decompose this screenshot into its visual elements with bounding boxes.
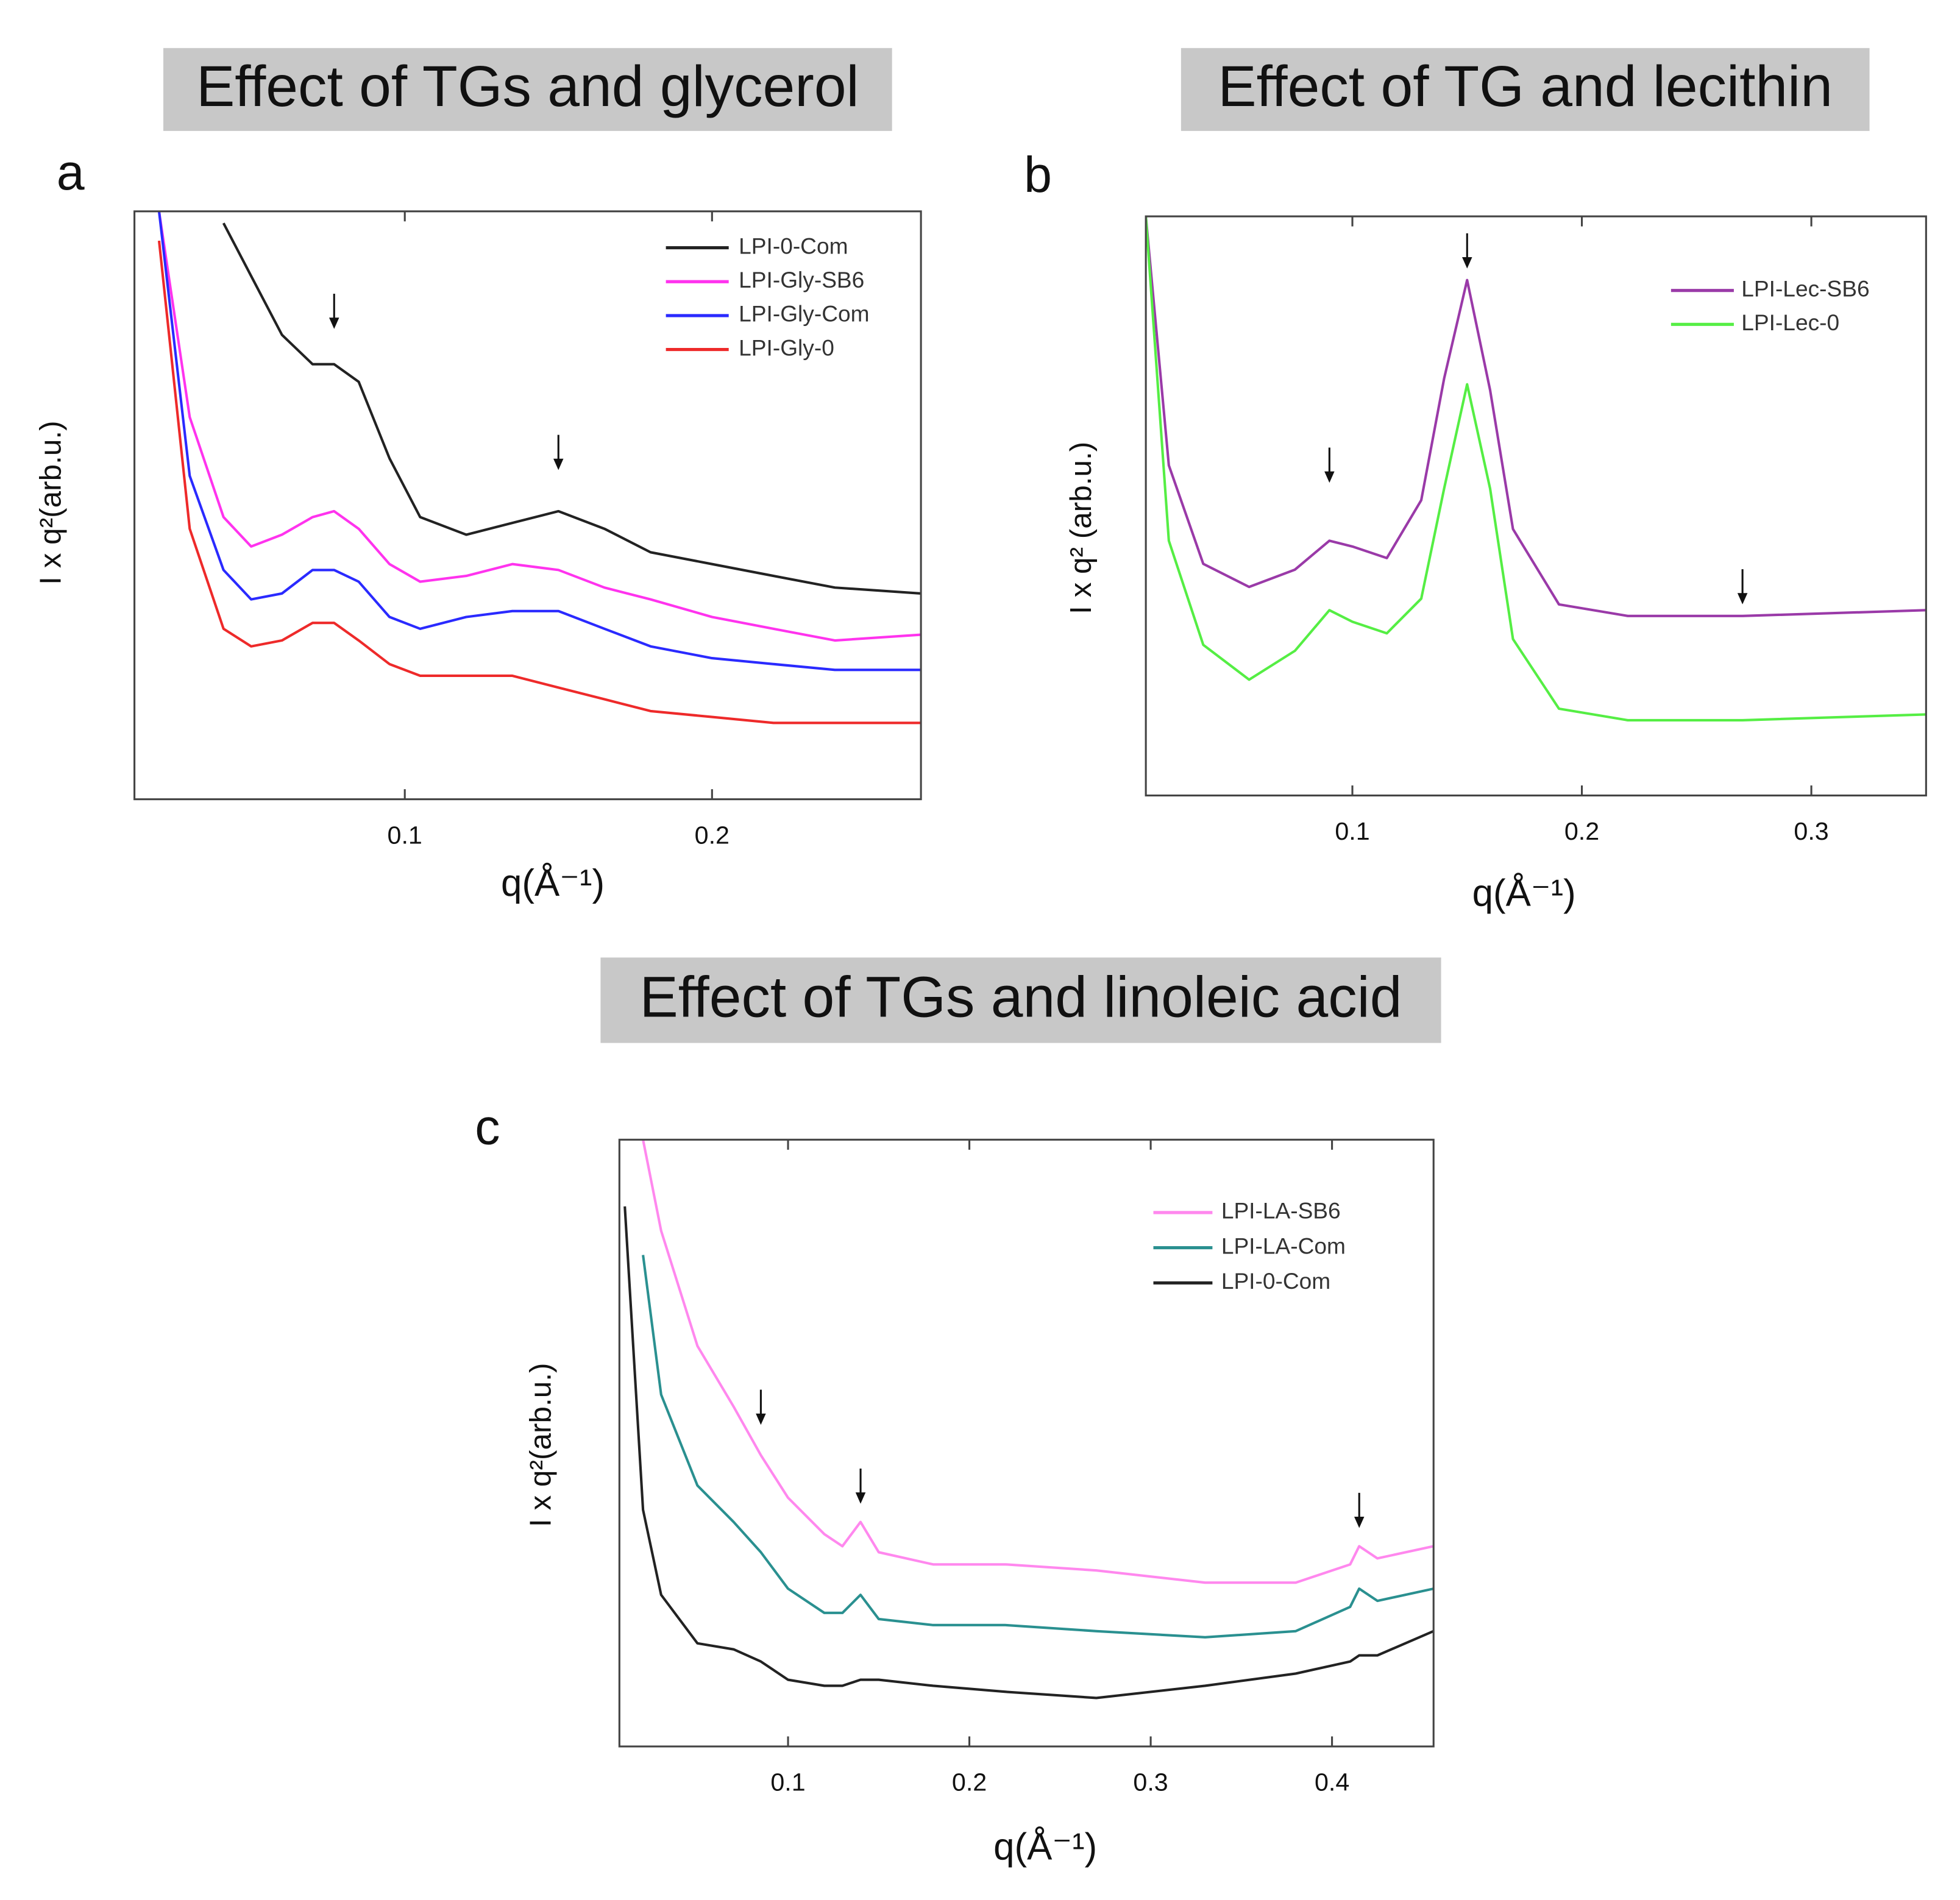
x-tick-label: 0.1 [770, 1768, 805, 1796]
legend-label: LPI-0-Com [1221, 1268, 1330, 1294]
data-line [642, 1140, 1434, 1584]
peak-arrow [553, 434, 564, 470]
data-line [157, 211, 921, 642]
data-line [1146, 216, 1926, 617]
peak-arrow [1462, 233, 1472, 269]
arrow-head [1354, 1517, 1365, 1528]
x-tick-label: 0.2 [1564, 817, 1599, 845]
data-line [1146, 216, 1926, 722]
x-tick-label: 0.1 [388, 821, 422, 849]
header: Effect of TGs and glycerol [196, 54, 859, 119]
panel-label: c [475, 1099, 500, 1155]
header-background [163, 48, 892, 131]
data-line [623, 1206, 1434, 1700]
header: Effect of TG and lecithin [1218, 54, 1833, 119]
header-background [1181, 48, 1870, 131]
peak-arrow [1324, 447, 1335, 483]
legend-label: LPI-LA-SB6 [1221, 1198, 1341, 1224]
x-tick-label: 0.3 [1794, 817, 1828, 845]
x-tick-label: 0.1 [1335, 817, 1369, 845]
plot-frame [618, 1138, 1435, 1748]
arrow-head [855, 1492, 866, 1504]
arrow-head [329, 317, 339, 329]
data-line [222, 222, 921, 595]
legend-label: LPI-Lec-SB6 [1741, 275, 1869, 301]
peak-arrow [756, 1389, 766, 1425]
legend-label: LPI-Lec-0 [1741, 310, 1839, 335]
legend-label: LPI-Gly-0 [739, 335, 834, 360]
peak-arrow [1737, 569, 1748, 604]
x-tick-label: 0.2 [695, 821, 730, 849]
panel-label: b [1024, 147, 1052, 203]
x-tick-label: 0.2 [952, 1768, 987, 1796]
peak-arrow [329, 294, 339, 329]
arrow-head [756, 1413, 766, 1425]
x-axis-label: q(Å⁻¹) [993, 1826, 1097, 1868]
legend-label: LPI-0-Com [739, 233, 848, 258]
y-axis-label: I x q² (arb.u.) [1064, 442, 1098, 614]
x-tick-label: 0.4 [1315, 1768, 1349, 1796]
peak-arrow [855, 1469, 866, 1504]
arrow-head [1462, 257, 1472, 269]
data-line [642, 1255, 1434, 1639]
x-axis-label: q(Å⁻¹) [1472, 873, 1576, 915]
plot-frame [1145, 215, 1927, 796]
legend-label: LPI-LA-Com [1221, 1233, 1346, 1258]
arrow-head [1324, 471, 1335, 483]
arrow-head [553, 458, 564, 470]
data-line [157, 211, 921, 672]
arrow-head [1737, 593, 1748, 604]
panel-label: a [57, 144, 85, 200]
x-axis-label: q(Å⁻¹) [501, 862, 605, 904]
header-background [600, 957, 1441, 1043]
header: Effect of TGs and linoleic acid [639, 965, 1402, 1030]
legend-label: LPI-Gly-Com [739, 301, 869, 327]
plot-frame [133, 210, 922, 801]
data-line [157, 240, 921, 725]
x-tick-label: 0.3 [1133, 1768, 1168, 1796]
peak-arrow [1354, 1492, 1365, 1528]
legend-label: LPI-Gly-SB6 [739, 267, 864, 292]
y-axis-label: I x q²(arb.u.) [34, 420, 68, 584]
y-axis-label: I x q²(arb.u.) [524, 1363, 558, 1527]
